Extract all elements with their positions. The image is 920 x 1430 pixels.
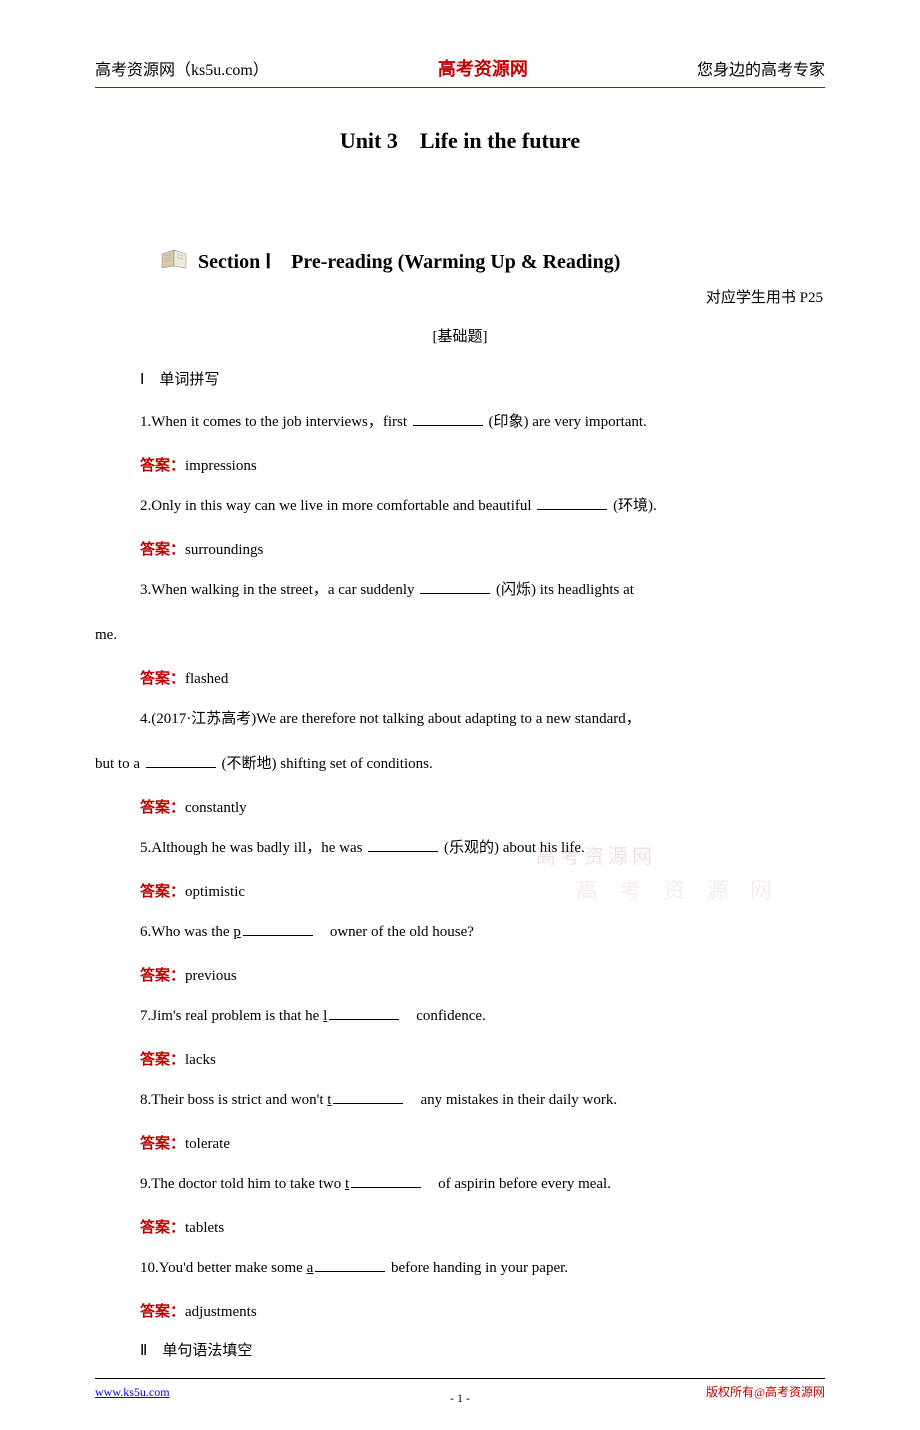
question-text: (闪烁) its headlights at [492, 582, 634, 598]
answer-value: lacks [185, 1052, 216, 1068]
blank-field [333, 1089, 403, 1104]
answer-label: 答案： [140, 1052, 185, 1068]
answer-10: 答案：adjustments [95, 1300, 825, 1321]
question-text: (乐观的) about his life. [440, 840, 585, 856]
footer-copyright: 版权所有@高考资源网 [706, 1383, 825, 1400]
question-text: 8.Their boss is strict and won't [140, 1092, 327, 1108]
subsection-1-label: Ⅰ 单词拼写 [95, 368, 825, 389]
answer-2: 答案：surroundings [95, 538, 825, 559]
section-title: Section Ⅰ Pre-reading (Warming Up & Read… [198, 245, 620, 274]
question-text: 9.The doctor told him to take two [140, 1176, 345, 1192]
question-1: 1.When it comes to the job interviews，fi… [95, 409, 825, 436]
blank-field [329, 1005, 399, 1020]
letter-hint: a [307, 1260, 314, 1276]
question-text: of aspirin before every meal. [423, 1176, 611, 1192]
blank-field [351, 1173, 421, 1188]
header-left-text: 高考资源网（ks5u.com） [95, 56, 269, 80]
category-label: [基础题] [95, 325, 825, 346]
answer-label: 答案： [140, 458, 185, 474]
question-4-continuation: but to a (不断地) shifting set of condition… [95, 751, 825, 778]
question-text: 6.Who was the [140, 924, 233, 940]
answer-value: optimistic [185, 884, 245, 900]
question-2: 2.Only in this way can we live in more c… [95, 493, 825, 520]
letter-hint: t [327, 1092, 331, 1108]
letter-hint: l [323, 1008, 327, 1024]
header-center-text: 高考资源网 [438, 55, 528, 81]
blank-field [146, 753, 216, 768]
answer-5: 答案：optimistic [95, 880, 825, 901]
question-6: 6.Who was the p owner of the old house? [95, 919, 825, 946]
answer-value: constantly [185, 800, 247, 816]
blank-field [420, 579, 490, 594]
question-text: but to a [95, 756, 144, 772]
blank-field [243, 921, 313, 936]
blank-field [413, 411, 483, 426]
section-heading: Section Ⅰ Pre-reading (Warming Up & Read… [95, 245, 825, 274]
answer-label: 答案： [140, 968, 185, 984]
page-footer: www.ks5u.com - 1 - 版权所有@高考资源网 [95, 1378, 825, 1400]
question-3: 3.When walking in the street，a car sudde… [95, 577, 825, 604]
answer-6: 答案：previous [95, 964, 825, 985]
question-text: confidence. [401, 1008, 486, 1024]
question-text: 3.When walking in the street，a car sudde… [140, 582, 418, 598]
answer-label: 答案： [140, 1304, 185, 1320]
question-text: 4.(2017·江苏高考)We are therefore not talkin… [140, 711, 641, 727]
question-text: 7.Jim's real problem is that he [140, 1008, 323, 1024]
answer-value: adjustments [185, 1304, 257, 1320]
question-text: any mistakes in their daily work. [405, 1092, 617, 1108]
question-4: 4.(2017·江苏高考)We are therefore not talkin… [95, 706, 825, 733]
question-text: (印象) are very important. [485, 414, 647, 430]
blank-field [315, 1257, 385, 1272]
footer-page-number: - 1 - [450, 1391, 470, 1406]
letter-hint: p [233, 924, 241, 940]
question-10: 10.You'd better make some a before handi… [95, 1255, 825, 1282]
question-text: 10.You'd better make some [140, 1260, 307, 1276]
page-header: 高考资源网（ks5u.com） 高考资源网 您身边的高考专家 [95, 55, 825, 88]
letter-hint: t [345, 1176, 349, 1192]
answer-value: tablets [185, 1220, 224, 1236]
answer-label: 答案： [140, 542, 185, 558]
question-text: (不断地) shifting set of conditions. [218, 756, 433, 772]
question-7: 7.Jim's real problem is that he l confid… [95, 1003, 825, 1030]
blank-field [368, 837, 438, 852]
book-icon [160, 248, 188, 272]
answer-1: 答案：impressions [95, 454, 825, 475]
answer-3: 答案：flashed [95, 667, 825, 688]
answer-value: flashed [185, 671, 228, 687]
answer-value: impressions [185, 458, 257, 474]
question-text: 2.Only in this way can we live in more c… [140, 498, 535, 514]
header-right-text: 您身边的高考专家 [697, 56, 825, 80]
footer-url: www.ks5u.com [95, 1385, 170, 1400]
question-text: 1.When it comes to the job interviews，fi… [140, 414, 411, 430]
question-text: before handing in your paper. [387, 1260, 568, 1276]
question-8: 8.Their boss is strict and won't t any m… [95, 1087, 825, 1114]
unit-title: Unit 3 Life in the future [95, 123, 825, 155]
answer-label: 答案： [140, 1136, 185, 1152]
question-text: owner of the old house? [315, 924, 474, 940]
page-reference: 对应学生用书 P25 [95, 286, 825, 307]
answer-label: 答案： [140, 884, 185, 900]
answer-label: 答案： [140, 800, 185, 816]
answer-value: previous [185, 968, 237, 984]
answer-label: 答案： [140, 1220, 185, 1236]
question-text: (环境). [609, 498, 657, 514]
answer-value: tolerate [185, 1136, 230, 1152]
subsection-2-label: Ⅱ 单句语法填空 [95, 1339, 825, 1360]
question-5: 5.Although he was badly ill，he was (乐观的)… [95, 835, 825, 862]
answer-value: surroundings [185, 542, 263, 558]
blank-field [537, 495, 607, 510]
answer-label: 答案： [140, 671, 185, 687]
question-9: 9.The doctor told him to take two t of a… [95, 1171, 825, 1198]
answer-4: 答案：constantly [95, 796, 825, 817]
answer-9: 答案：tablets [95, 1216, 825, 1237]
answer-7: 答案：lacks [95, 1048, 825, 1069]
question-3-continuation: me. [95, 622, 825, 649]
answer-8: 答案：tolerate [95, 1132, 825, 1153]
question-text: 5.Although he was badly ill，he was [140, 840, 366, 856]
